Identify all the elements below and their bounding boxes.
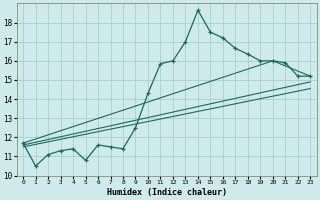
- X-axis label: Humidex (Indice chaleur): Humidex (Indice chaleur): [107, 188, 227, 197]
